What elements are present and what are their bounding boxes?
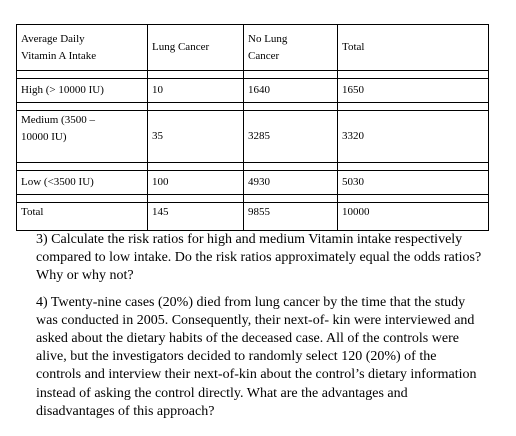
header-no-lung-cancer: No Lung Cancer [243, 24, 338, 71]
spacer-cell [243, 70, 338, 79]
questions-section: 3) Calculate the risk ratios for high an… [36, 231, 484, 429]
table-spacer-row [16, 70, 489, 79]
table-row: High (> 10000 IU) 10 1640 1650 [16, 78, 489, 103]
spacer-cell [243, 102, 338, 111]
lung-cancer-cell: 145 [147, 202, 244, 231]
spacer-cell [243, 162, 338, 171]
question-4: 4) Twenty-nine cases (20%) died from lun… [36, 294, 477, 419]
question-3: 3) Calculate the risk ratios for high an… [36, 232, 482, 284]
spacer-cell [147, 102, 244, 111]
spacer-cell [337, 70, 489, 79]
table-spacer-row [16, 162, 489, 171]
row-label-cell: High (> 10000 IU) [16, 78, 148, 103]
spacer-cell [243, 194, 338, 203]
header-vitamin-intake: Average Daily Vitamin A Intake [16, 24, 148, 71]
spacer-cell [337, 162, 489, 171]
lung-cancer-cell: 10 [147, 78, 244, 103]
spacer-cell [337, 194, 489, 203]
no-lung-cancer-cell: 1640 [243, 78, 338, 103]
no-lung-cancer-cell: 9855 [243, 202, 338, 231]
spacer-cell [16, 70, 148, 79]
total-cell: 1650 [337, 78, 489, 103]
total-cell: 5030 [337, 170, 489, 195]
total-cell: 3320 [337, 110, 489, 163]
spacer-cell [16, 102, 148, 111]
table-spacer-row [16, 102, 489, 111]
no-lung-cancer-cell: 3285 [243, 110, 338, 163]
header-total: Total [337, 24, 489, 71]
spacer-cell [16, 194, 148, 203]
data-table: Average Daily Vitamin A Intake Lung Canc… [16, 24, 489, 231]
table-row: Low (<3500 IU) 100 4930 5030 [16, 170, 489, 195]
row-label-cell: Medium (3500 – 10000 IU) [16, 110, 148, 163]
table-spacer-row [16, 194, 489, 203]
no-lung-cancer-cell: 4930 [243, 170, 338, 195]
table-row: Medium (3500 – 10000 IU) 35 3285 3320 [16, 110, 489, 163]
lung-cancer-cell: 35 [147, 110, 244, 163]
row-label-cell: Total [16, 202, 148, 231]
table-header-row: Average Daily Vitamin A Intake Lung Canc… [16, 24, 489, 71]
spacer-cell [16, 162, 148, 171]
table-row: Total 145 9855 10000 [16, 202, 489, 231]
spacer-cell [147, 194, 244, 203]
header-lung-cancer: Lung Cancer [147, 24, 244, 71]
row-label-cell: Low (<3500 IU) [16, 170, 148, 195]
total-cell: 10000 [337, 202, 489, 231]
spacer-cell [147, 162, 244, 171]
spacer-cell [147, 70, 244, 79]
lung-cancer-cell: 100 [147, 170, 244, 195]
spacer-cell [337, 102, 489, 111]
